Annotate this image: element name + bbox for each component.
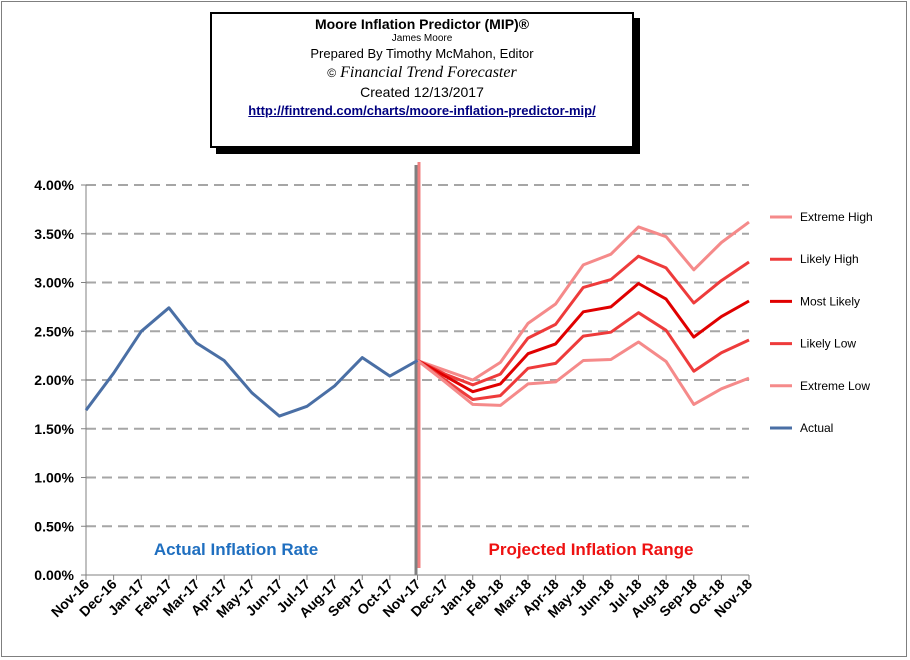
actual-inflation-label: Actual Inflation Rate (154, 540, 318, 559)
source-link[interactable]: http://fintrend.com/charts/moore-inflati… (248, 103, 596, 118)
series-lines (84, 220, 750, 418)
y-tick-label: 1.00% (34, 470, 74, 486)
y-tick-label: 0.00% (34, 567, 74, 583)
legend-label: Most Likely (800, 294, 860, 308)
brand-line: © Financial Trend Forecaster (212, 64, 632, 82)
legend-label: Actual (800, 421, 833, 435)
legend: Extreme High Likely High Most Likely Likely… (770, 210, 873, 435)
series-line-extreme-high (416, 220, 750, 382)
legend-label: Extreme Low (800, 379, 870, 393)
series-line-most-likely (416, 282, 750, 394)
title-box: Moore Inflation Predictor (MIP)® James M… (210, 12, 634, 148)
legend-label: Likely Low (800, 337, 856, 351)
x-tick-labels: Nov-16Dec-16Jan-17Feb-17Mar-17Apr-17May-… (48, 576, 755, 621)
created-date: Created 12/13/2017 (360, 84, 484, 100)
y-tick-label: 0.50% (34, 518, 74, 534)
y-tick-label: 3.00% (34, 275, 74, 291)
series-line-actual (84, 306, 419, 418)
series-line-likely-high (416, 254, 750, 387)
prepared-by: Prepared By Timothy McMahon, Editor (310, 46, 534, 61)
legend-label: Extreme High (800, 210, 873, 224)
brand-name: Financial Trend Forecaster (340, 64, 517, 81)
author: James Moore (391, 33, 453, 44)
y-tick-label: 2.00% (34, 372, 74, 388)
y-tick-label: 1.50% (34, 421, 74, 437)
chart-title: Moore Inflation Predictor (MIP)® (314, 16, 530, 32)
forecast-divider (414, 162, 421, 575)
y-tick-label: 2.50% (34, 323, 74, 339)
y-tick-label: 4.00% (34, 177, 74, 193)
y-tick-labels: 0.00% 0.50% 1.00% 1.50% 2.00% 2.50% 3.00% 3.50%… (34, 177, 74, 583)
copyright-symbol: © (327, 66, 337, 80)
projected-inflation-label: Projected Inflation Range (489, 540, 694, 559)
series-line-likely-low (416, 311, 750, 401)
y-tick-label: 3.50% (34, 226, 74, 242)
legend-label: Likely High (800, 252, 859, 266)
series-line-extreme-low (416, 340, 750, 407)
